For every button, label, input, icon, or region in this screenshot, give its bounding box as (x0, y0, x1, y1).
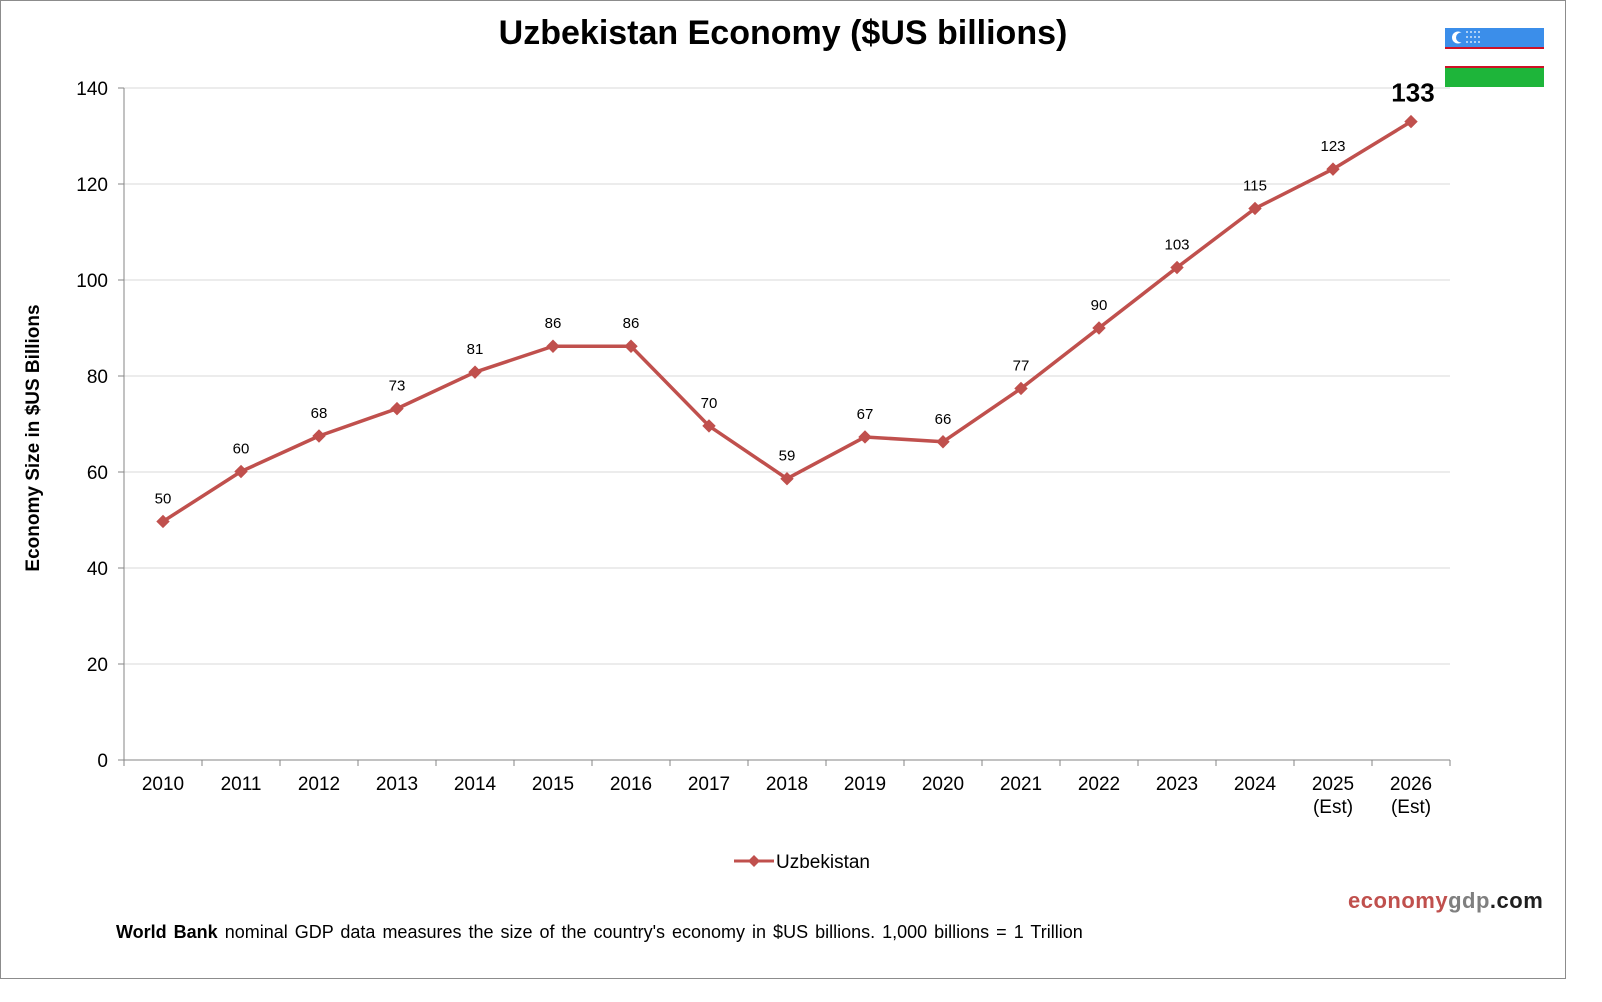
flag-stars-icon (1466, 31, 1480, 43)
flag-red-stripe-top (1445, 47, 1544, 49)
data-point (1326, 162, 1340, 176)
x-tick-label: 2022 (1078, 774, 1120, 795)
y-tick-label: 80 (87, 367, 108, 388)
y-tick-label: 100 (76, 271, 108, 292)
x-tick-label: 2016 (610, 774, 652, 795)
legend: Uzbekistan (734, 852, 870, 873)
y-axis-title: Economy Size in $US Billions (23, 304, 44, 571)
data-point (1014, 381, 1028, 396)
x-tick-label: 2025 (1312, 774, 1354, 795)
x-tick-label: 2011 (221, 774, 262, 795)
x-tick-label: 2021 (1000, 774, 1042, 795)
footer-source: World Bank (116, 922, 218, 942)
data-point (390, 401, 404, 416)
data-point (858, 430, 872, 444)
x-tick-label: (Est) (1313, 797, 1353, 818)
data-point (156, 514, 170, 529)
x-tick-label: 2023 (1156, 774, 1198, 795)
footer-note: World Bank nominal GDP data measures the… (116, 922, 1083, 943)
data-point (780, 472, 794, 486)
y-tick-label: 60 (87, 463, 108, 484)
chart-frame (0, 0, 1566, 979)
uzbekistan-flag (1445, 28, 1544, 87)
data-label: 50 (155, 490, 172, 507)
data-label-latest: 133 (1391, 78, 1434, 108)
data-label: 115 (1243, 177, 1267, 194)
y-tick-label: 40 (87, 559, 108, 580)
gridlines (124, 87, 1450, 665)
data-labels: 50 60 68 73 81 86 86 70 59 67 66 77 90 103 115 123 133 (155, 78, 1435, 508)
data-point (1170, 260, 1184, 275)
series-uzbekistan (156, 114, 1418, 529)
data-point (1404, 114, 1418, 129)
data-label: 73 (389, 378, 406, 395)
y-tick-label: 20 (87, 655, 108, 676)
legend-marker (748, 855, 760, 867)
data-label: 81 (467, 341, 484, 358)
legend-label: Uzbekistan (776, 852, 870, 873)
flag-blue-band (1445, 28, 1544, 47)
data-label: 68 (311, 405, 328, 422)
x-tick-label: 2015 (532, 774, 574, 795)
data-label: 86 (545, 315, 562, 332)
data-label: 123 (1320, 138, 1345, 155)
data-point (312, 429, 326, 443)
x-tick-label: 2026 (1390, 774, 1432, 795)
x-tick-label: 2017 (688, 774, 730, 795)
data-label: 90 (1091, 297, 1108, 314)
data-point (468, 365, 482, 379)
data-point (936, 435, 950, 449)
axes: 0 20 40 60 80 100 120 140 2010 2011 2012 2013 2014 20… (23, 79, 1451, 818)
data-label: 59 (779, 448, 796, 465)
x-tick-label: (Est) (1391, 797, 1431, 818)
chart-title: Uzbekistan Economy ($US billions) (498, 14, 1068, 52)
y-tick-label: 140 (76, 79, 108, 100)
flag-green-band (1445, 68, 1544, 87)
x-tick-label: 2012 (298, 774, 340, 795)
data-point (234, 464, 248, 479)
data-label: 66 (935, 411, 952, 428)
y-tick-label: 120 (76, 175, 108, 196)
footer-text: nominal GDP data measures the size of th… (217, 922, 1083, 942)
data-label: 60 (233, 441, 250, 458)
x-tick-label: 2019 (844, 774, 886, 795)
brand-logo: economygdp.com (1348, 888, 1543, 914)
x-tick-label: 2020 (922, 774, 964, 795)
data-label: 86 (623, 315, 640, 332)
data-point (624, 339, 638, 353)
data-label: 70 (701, 395, 718, 412)
flag-white-band (1445, 49, 1544, 66)
x-tick-label: 2018 (766, 774, 808, 795)
brand-part-economy: economy (1348, 888, 1449, 913)
brand-part-com: .com (1489, 888, 1544, 913)
data-point (1248, 201, 1262, 216)
data-point (1092, 321, 1106, 335)
data-point (546, 339, 560, 353)
brand-part-gdp: gdp (1448, 888, 1490, 913)
x-tick-label: 2013 (376, 774, 418, 795)
data-point (702, 419, 716, 433)
flag-red-stripe-bottom (1445, 66, 1544, 68)
y-tick-label: 0 (97, 751, 108, 772)
x-tick-label: 2014 (454, 774, 497, 795)
x-tick-label: 2010 (142, 774, 184, 795)
x-tick-label: 2024 (1234, 774, 1277, 795)
data-label: 103 (1164, 237, 1189, 254)
data-label: 67 (857, 406, 874, 423)
flag-crescent-inner (1456, 32, 1466, 43)
data-label: 77 (1013, 357, 1030, 374)
